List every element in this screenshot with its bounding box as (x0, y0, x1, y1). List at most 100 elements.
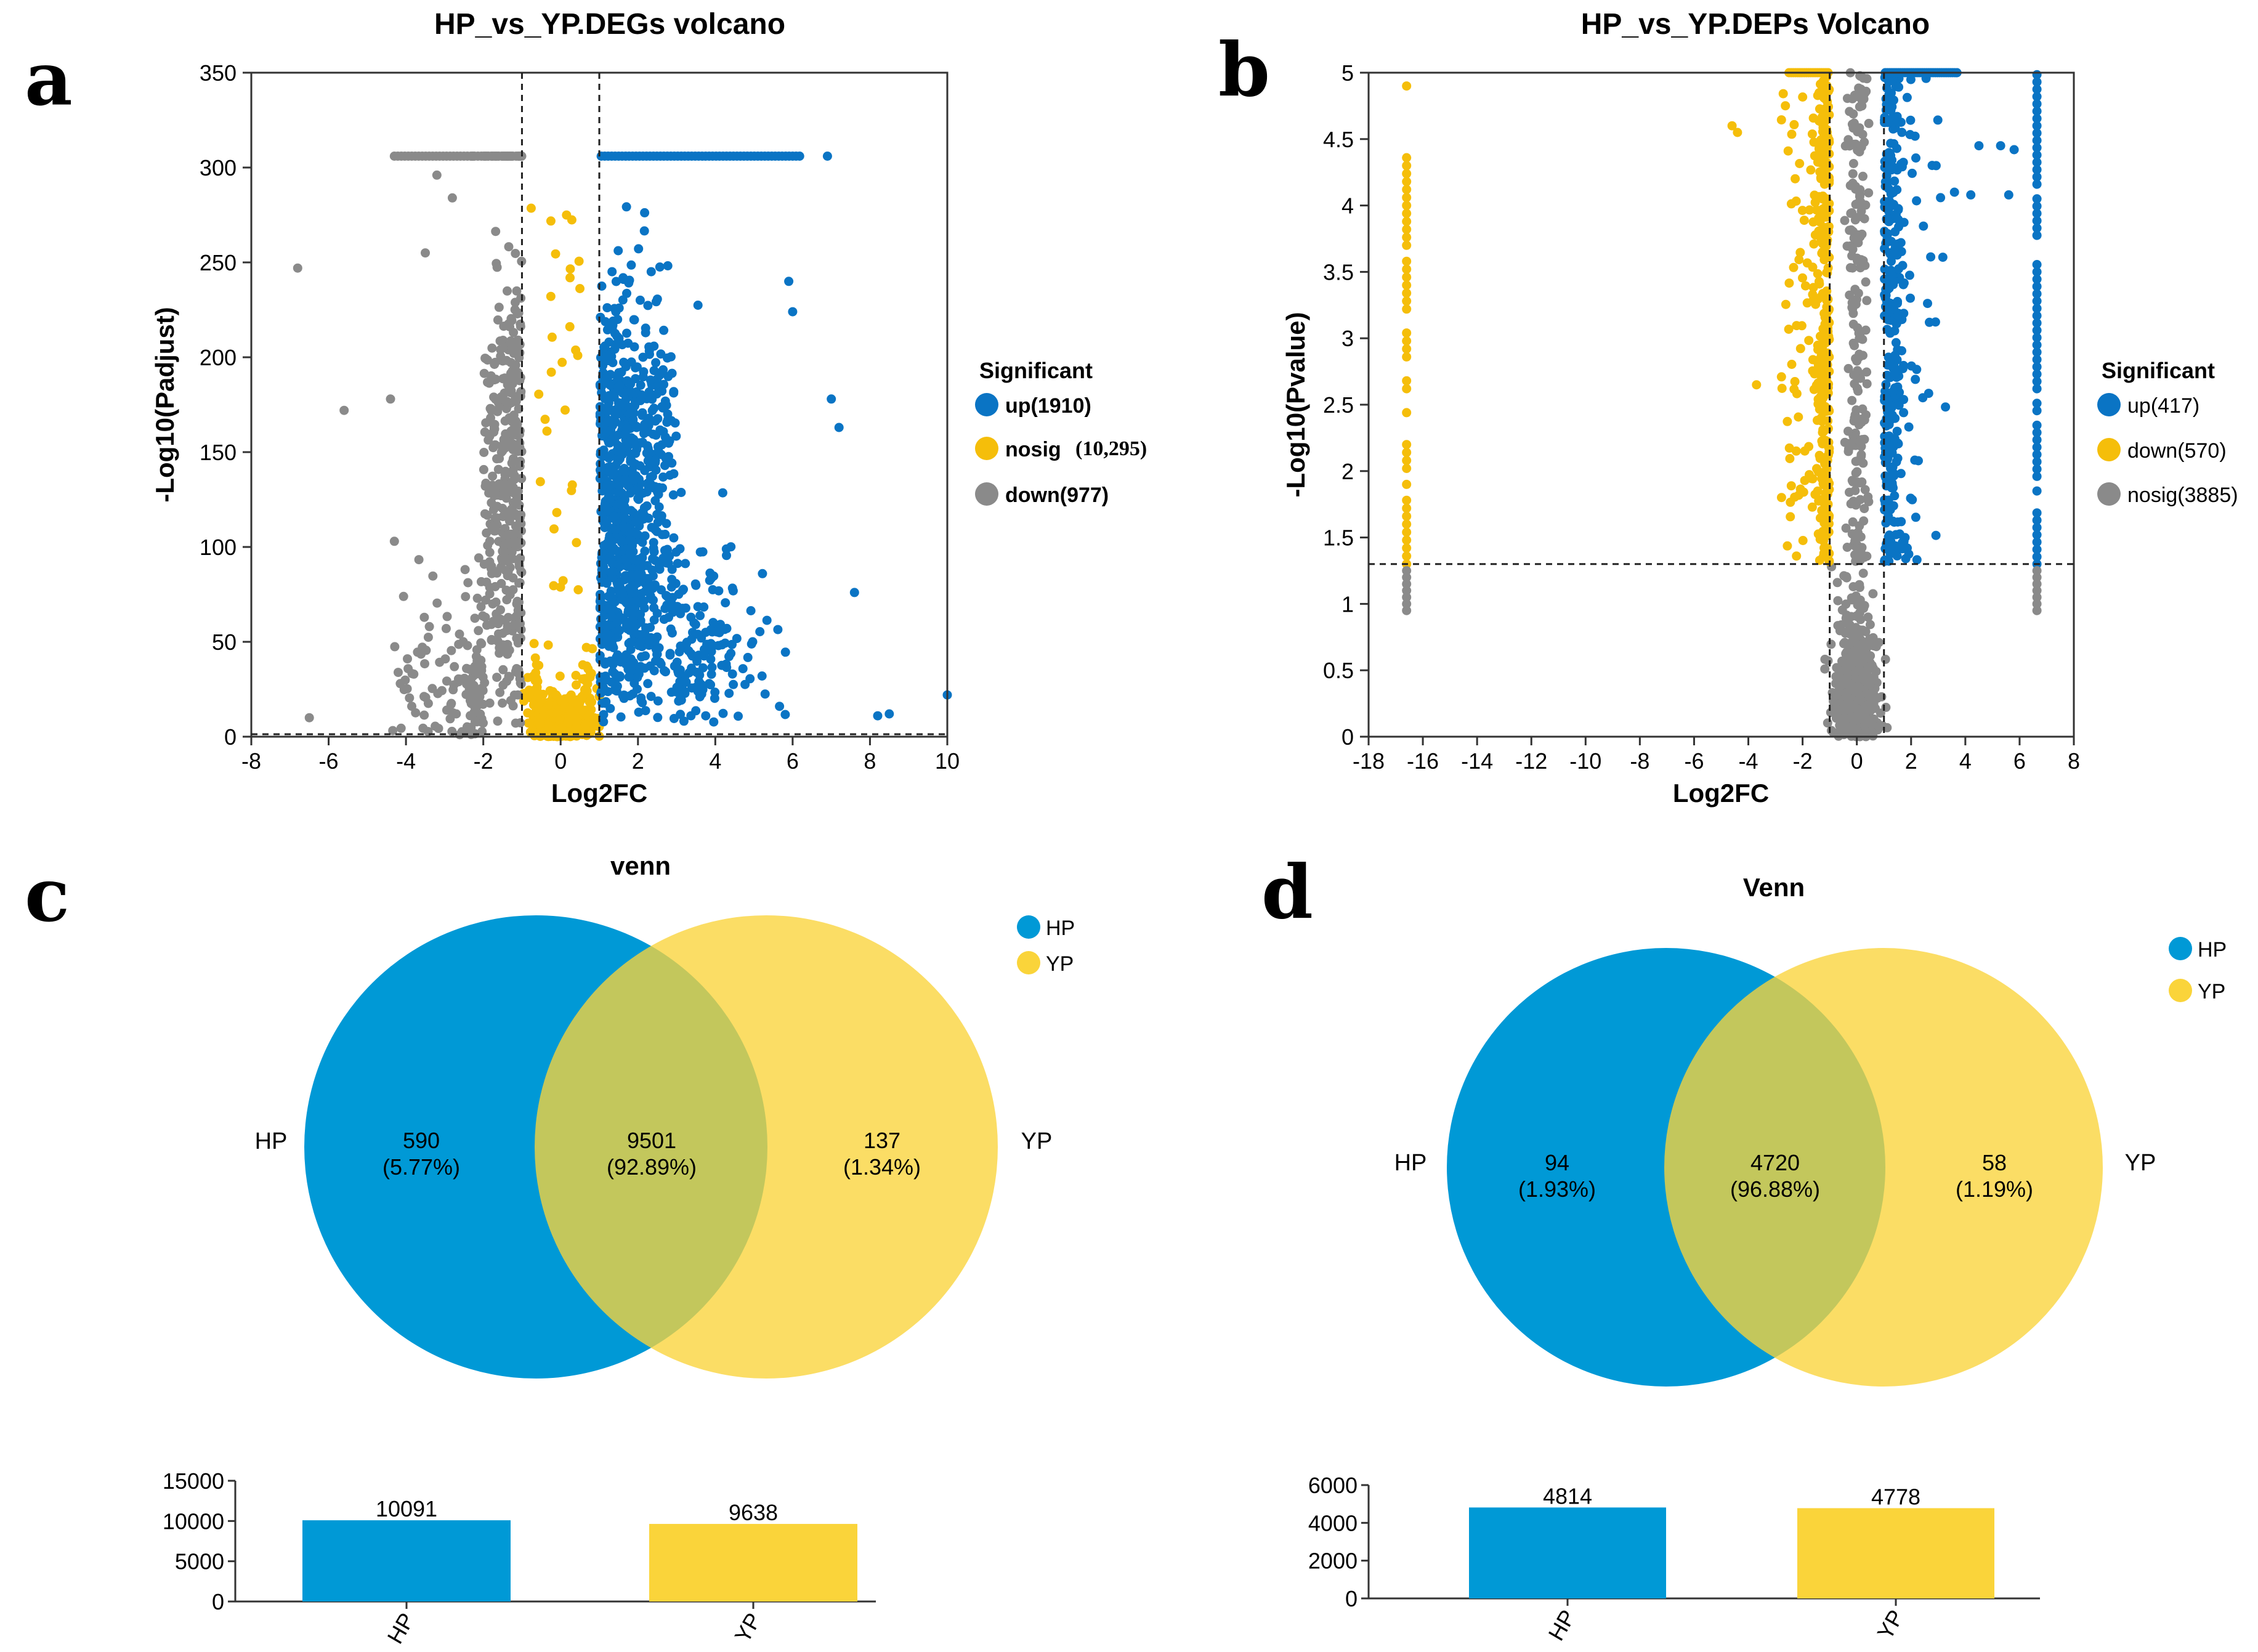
point-nosig (1843, 363, 1853, 373)
point-up (746, 606, 756, 615)
point-down (1794, 255, 1804, 264)
point-down (514, 597, 524, 607)
point-up (656, 349, 666, 359)
point-up (1911, 375, 1920, 384)
point-nosig (1859, 671, 1869, 681)
point-down (481, 479, 491, 488)
x-tick-label: -4 (1739, 748, 1758, 774)
x-tick-label: -16 (1407, 748, 1439, 774)
point-down (423, 698, 433, 708)
point-down (405, 693, 415, 703)
x-tick-label: -6 (1684, 748, 1704, 774)
point-down (461, 592, 471, 602)
point-down (485, 536, 495, 546)
point-up (1938, 253, 1948, 262)
point-nosig (1848, 159, 1858, 168)
point-up (646, 633, 656, 642)
point-down (495, 643, 504, 653)
point-down (1809, 137, 1819, 147)
point-down (419, 612, 429, 622)
point-down-column (1402, 352, 1412, 362)
point-up-column (2032, 113, 2042, 123)
bar-hp (1469, 1507, 1666, 1598)
point-up (649, 341, 659, 351)
point-nosig (532, 660, 541, 670)
point-nosig (1853, 366, 1863, 376)
point-down (1819, 151, 1829, 160)
point-down-outlier (421, 248, 430, 258)
point-nosig (541, 726, 550, 736)
point-up (639, 663, 649, 673)
point-up (1933, 115, 1943, 125)
point-down (476, 577, 486, 586)
point-up (617, 536, 627, 546)
point-up-column (2032, 92, 2042, 102)
point-up (689, 618, 699, 628)
point-down-column (1402, 209, 1412, 218)
point-up (775, 702, 785, 711)
bar-hp (302, 1520, 511, 1601)
point-nosig (1842, 573, 1851, 583)
point-up (604, 453, 613, 463)
point-nosig (529, 639, 539, 649)
point-up-column (2032, 172, 2042, 182)
point-down (515, 376, 525, 386)
point-nosig (573, 350, 583, 360)
point-down-column (1402, 495, 1412, 505)
point-up (603, 604, 613, 614)
point-down (1789, 119, 1799, 129)
point-down (414, 555, 424, 565)
point-down (503, 286, 512, 296)
point-down (390, 642, 400, 652)
point-up (681, 603, 690, 613)
point-down (1786, 481, 1796, 491)
point-nosig (1850, 536, 1860, 546)
point-up (1931, 530, 1941, 540)
point-nosig (1843, 673, 1853, 682)
point-nosig (1855, 608, 1864, 618)
point-down-column (1402, 464, 1412, 473)
point-up-column (2032, 362, 2042, 372)
point-down (1813, 345, 1823, 354)
point-up (607, 559, 617, 569)
y-tick-label: 1 (1341, 591, 1354, 617)
point-up (699, 651, 709, 661)
point-nosig (1853, 687, 1863, 697)
venn-d-legend-yp-marker (2169, 979, 2192, 1002)
chart-b-xlabel: Log2FC (1673, 779, 1769, 808)
point-up (678, 586, 687, 595)
point-nosig (1841, 599, 1851, 609)
point-down-column (1402, 535, 1412, 545)
point-up (1892, 457, 1901, 467)
point-up (615, 672, 625, 682)
point-down (447, 646, 456, 655)
point-up (691, 706, 701, 716)
panel-label-d: d (1261, 849, 1313, 936)
point-up-column (2032, 450, 2042, 460)
point-nosig (1849, 233, 1859, 243)
point-nosig (1842, 543, 1852, 552)
point-down (476, 602, 486, 612)
point-up (1898, 261, 1908, 270)
point-down (1794, 412, 1803, 422)
point-down (1800, 446, 1810, 456)
point-up (667, 368, 677, 378)
point-up (676, 488, 686, 497)
point-up (651, 358, 661, 368)
point-up (706, 647, 716, 657)
point-nosig (1857, 477, 1867, 487)
point-down (428, 571, 438, 581)
point-down (488, 617, 498, 626)
point-down (490, 419, 500, 429)
point-nosig (1845, 107, 1855, 116)
point-down (1784, 325, 1794, 334)
point-up (706, 670, 716, 679)
point-down (1783, 541, 1792, 551)
point-up (708, 618, 718, 628)
point-up (679, 716, 689, 726)
venn-d-yp-only-percent: (1.19%) (1956, 1176, 2033, 1202)
point-nosig (565, 273, 575, 283)
legend-a-nosig-label: nosig (1005, 438, 1061, 461)
point-down (394, 668, 403, 678)
point-up (663, 559, 673, 569)
